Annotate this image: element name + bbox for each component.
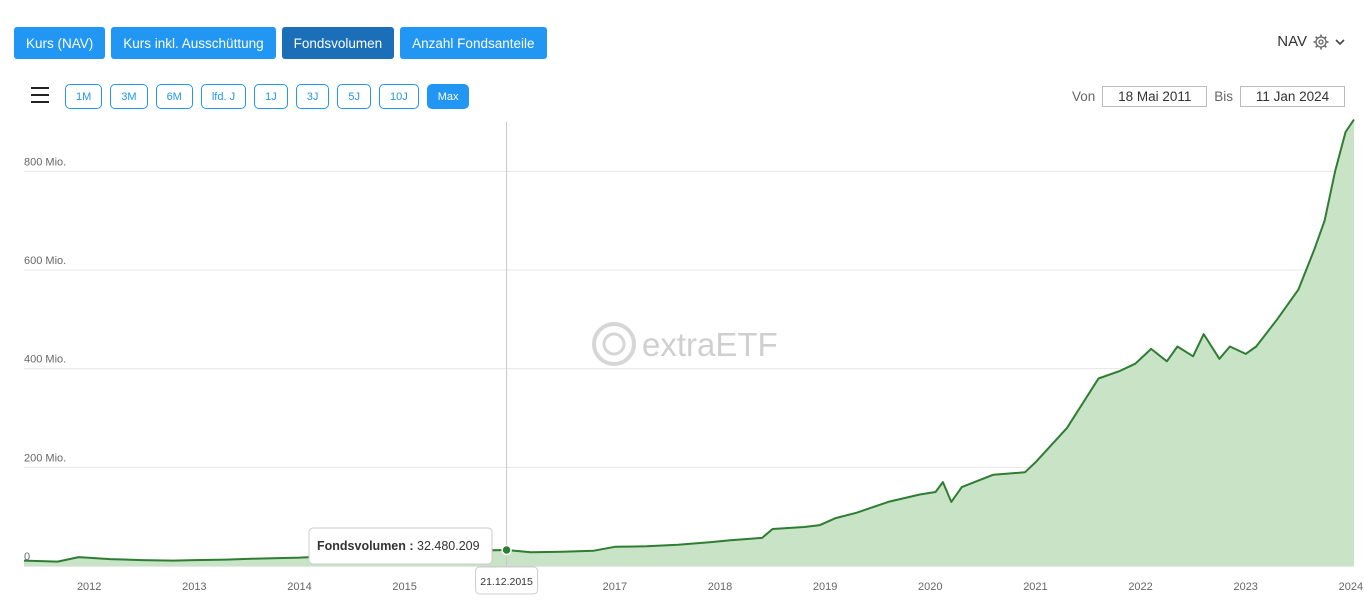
y-tick-label: 400 Mio. bbox=[24, 354, 66, 366]
x-tick-label: 2014 bbox=[287, 581, 311, 593]
tab-anzahl-fondsanteile[interactable]: Anzahl Fondsanteile bbox=[400, 27, 547, 59]
tooltip-series-label: Fondsvolumen : bbox=[317, 539, 414, 553]
to-date-input[interactable] bbox=[1240, 86, 1345, 107]
tooltip-value: 32.480.209 bbox=[414, 539, 480, 553]
chevron-down-icon bbox=[1335, 38, 1345, 45]
x-tick-label: 2020 bbox=[918, 581, 942, 593]
x-tick-label: 2017 bbox=[603, 581, 627, 593]
tab-kurs-nav[interactable]: Kurs (NAV) bbox=[14, 27, 106, 59]
x-axis: 2012 2013 2014 2015 2017 2018 2019 2020 2021 2022… bbox=[77, 581, 1363, 593]
fund-volume-chart: extraETF 2012 2013 2014 2015 2017 2018 2019 202… bbox=[23, 118, 1363, 595]
range-3m-button[interactable]: 3M bbox=[110, 84, 148, 109]
x-tick-label: 2015 bbox=[392, 581, 416, 593]
range-1m-button[interactable]: 1M bbox=[65, 84, 103, 109]
from-label: Von bbox=[1071, 89, 1096, 104]
tooltip-box bbox=[308, 527, 493, 565]
watermark: extraETF bbox=[592, 322, 778, 366]
y-tick-label: 0 bbox=[24, 551, 30, 563]
range-max-button[interactable]: Max bbox=[426, 84, 470, 109]
range-1j-button[interactable]: 1J bbox=[254, 84, 288, 109]
y-axis: 0 200 Mio. 400 Mio. 600 Mio. 800 Mio. bbox=[24, 156, 66, 563]
tab-kurs-ausschuettung[interactable]: Kurs inkl. Ausschüttung bbox=[111, 27, 276, 59]
range-10j-button[interactable]: 10J bbox=[378, 84, 419, 109]
metric-tabs: Kurs (NAV) Kurs inkl. Ausschüttung Fonds… bbox=[14, 27, 547, 59]
x-tick-label: 2021 bbox=[1023, 581, 1047, 593]
tooltip-date-box bbox=[475, 566, 539, 595]
range-ytd-button[interactable]: lfd. J bbox=[200, 84, 247, 109]
to-label: Bis bbox=[1214, 89, 1233, 104]
nav-select[interactable]: NAV bbox=[1277, 33, 1345, 50]
y-tick-label: 800 Mio. bbox=[24, 156, 66, 168]
series-area bbox=[24, 119, 1354, 566]
watermark-text: extraETF bbox=[642, 326, 778, 363]
x-tick-label: 2013 bbox=[182, 581, 206, 593]
date-range: Von Bis bbox=[1072, 86, 1345, 107]
tooltip-text: Fondsvolumen : 32.480.209 bbox=[317, 539, 480, 553]
x-tick-label: 2018 bbox=[708, 581, 732, 593]
y-tick-label: 200 Mio. bbox=[24, 452, 66, 464]
range-3j-button[interactable]: 3J bbox=[295, 84, 330, 109]
y-tick-label: 600 Mio. bbox=[24, 255, 66, 267]
chart-menu-icon[interactable] bbox=[31, 87, 49, 105]
gear-icon bbox=[1313, 34, 1329, 49]
range-6m-button[interactable]: 6M bbox=[155, 84, 193, 109]
range-5j-button[interactable]: 5J bbox=[337, 84, 371, 109]
x-tick-label: 2012 bbox=[77, 581, 101, 593]
x-tick-label: 2024 bbox=[1339, 581, 1363, 593]
nav-select-label: NAV bbox=[1277, 33, 1307, 50]
range-buttons: 1M 3M 6M lfd. J 1J 3J 5J 10J Max bbox=[65, 84, 470, 109]
x-tick-label: 2019 bbox=[813, 581, 837, 593]
page-heading-cut bbox=[0, 0, 340, 8]
x-tick-label: 2023 bbox=[1233, 581, 1257, 593]
tooltip-date: 21.12.2015 bbox=[480, 576, 533, 588]
tab-fondsvolumen[interactable]: Fondsvolumen bbox=[281, 27, 395, 59]
tooltip: Fondsvolumen : 32.480.209 21.12.2015 bbox=[308, 122, 539, 595]
from-date-input[interactable] bbox=[1102, 86, 1208, 107]
tooltip-marker bbox=[501, 544, 512, 556]
x-tick-label: 2022 bbox=[1128, 581, 1152, 593]
